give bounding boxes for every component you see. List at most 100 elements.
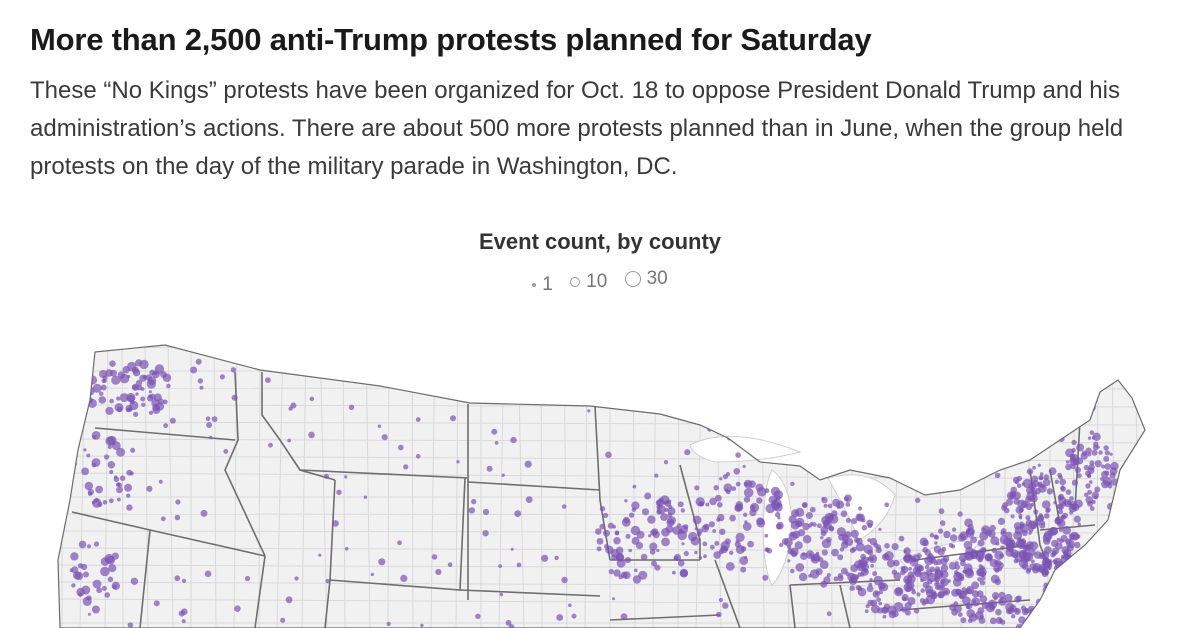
event-dot	[951, 588, 960, 597]
event-dot	[117, 482, 123, 488]
event-dot	[855, 542, 865, 552]
event-dot	[1058, 528, 1063, 532]
event-dot	[114, 403, 124, 412]
event-dot	[929, 556, 937, 564]
event-dot	[955, 571, 962, 578]
event-dot	[140, 387, 145, 391]
event-dot	[725, 562, 735, 571]
event-dot	[788, 531, 798, 541]
event-dot	[1032, 465, 1036, 470]
event-dot	[977, 607, 985, 614]
event-dot	[672, 526, 681, 535]
event-dot	[820, 536, 824, 540]
event-dot	[599, 523, 606, 530]
event-dot	[1085, 580, 1092, 587]
event-dot	[721, 389, 726, 394]
event-dot	[922, 547, 929, 553]
event-dot	[508, 624, 515, 628]
land-layer	[58, 345, 1145, 628]
event-dot	[616, 558, 626, 568]
event-dot	[773, 503, 783, 512]
event-dot	[325, 578, 330, 584]
event-dot	[505, 619, 512, 626]
event-dot	[1100, 476, 1105, 482]
event-dot	[92, 498, 102, 508]
event-dot	[980, 404, 987, 411]
event-dot	[994, 550, 1004, 560]
event-dot	[978, 380, 986, 388]
event-dot	[801, 552, 806, 556]
event-dot	[107, 444, 113, 450]
event-dot	[630, 525, 641, 536]
event-dot	[950, 534, 958, 542]
event-dot	[970, 536, 978, 544]
event-dot	[1021, 608, 1029, 616]
event-dot	[839, 547, 845, 552]
event-dot	[962, 570, 966, 574]
event-dot	[420, 623, 424, 628]
event-dot	[1101, 464, 1106, 469]
event-dot	[1065, 460, 1070, 464]
event-dot	[1023, 552, 1034, 562]
event-dot	[482, 530, 489, 537]
event-dot	[169, 417, 176, 424]
event-dot	[87, 612, 91, 616]
event-dot	[692, 515, 702, 525]
event-dot	[841, 541, 849, 549]
event-dot	[78, 592, 83, 597]
event-dot	[812, 522, 817, 527]
event-dot	[1074, 499, 1083, 508]
event-dot	[1005, 498, 1014, 506]
event-dot	[878, 527, 882, 532]
event-dot	[1083, 464, 1090, 471]
event-dot	[775, 511, 781, 518]
event-dot	[148, 410, 154, 415]
event-dot	[109, 360, 116, 368]
event-dot	[318, 553, 322, 557]
event-dot	[344, 547, 349, 551]
event-dot	[953, 604, 962, 613]
event-dot	[735, 452, 741, 458]
event-dot	[1037, 463, 1041, 467]
event-dot	[655, 500, 662, 506]
event-dot	[955, 368, 962, 375]
event-dot	[126, 493, 131, 498]
event-dot	[1111, 478, 1119, 486]
event-dot	[825, 536, 832, 543]
headline: More than 2,500 anti-Trump protests plan…	[30, 22, 872, 57]
event-dot	[989, 524, 996, 532]
event-dot	[285, 596, 293, 604]
event-dot	[1025, 515, 1031, 521]
event-dot	[884, 551, 894, 561]
event-dot	[802, 522, 810, 531]
event-dot	[731, 486, 737, 492]
event-dot	[1075, 554, 1080, 559]
event-dot	[850, 564, 859, 573]
event-dot	[1059, 602, 1065, 608]
event-dot	[714, 494, 722, 502]
event-dot	[1071, 479, 1078, 486]
event-dot	[948, 543, 954, 548]
event-dot	[995, 608, 1002, 616]
event-dot	[561, 504, 567, 509]
event-dot	[491, 428, 498, 435]
state-line-mn-west	[594, 405, 611, 561]
event-dot	[103, 379, 107, 383]
event-dot	[571, 613, 577, 619]
state-line-idaho-montana	[261, 372, 336, 481]
event-dot	[965, 568, 974, 577]
event-dot	[985, 529, 992, 536]
event-dot	[703, 554, 707, 559]
event-dot	[661, 537, 670, 547]
event-dot	[734, 541, 742, 548]
event-dot	[142, 374, 148, 380]
event-dot	[979, 394, 986, 402]
event-dot	[166, 383, 171, 389]
event-dot	[929, 532, 935, 538]
event-dot	[856, 513, 865, 522]
event-dot	[1107, 483, 1113, 489]
event-dot	[782, 350, 789, 357]
event-dot	[740, 546, 747, 552]
event-dot	[924, 564, 930, 570]
event-dot	[1000, 545, 1005, 551]
